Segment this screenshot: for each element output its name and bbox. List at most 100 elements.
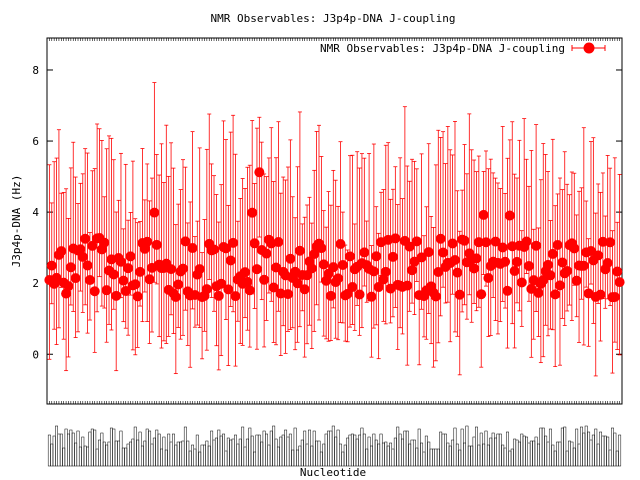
x-tick-label — [339, 443, 342, 467]
data-point — [449, 255, 460, 266]
x-tick-label — [167, 433, 171, 467]
x-tick-label — [577, 443, 581, 467]
x-tick-label — [508, 450, 512, 467]
x-tick-label — [479, 432, 483, 467]
x-tick-label — [169, 441, 173, 467]
x-tick-label — [229, 439, 233, 467]
x-tick-label — [358, 434, 362, 467]
x-tick-label — [176, 441, 180, 467]
data-point — [275, 288, 286, 299]
x-tick-label — [245, 438, 249, 467]
data-point — [476, 289, 487, 300]
x-tick-label — [88, 431, 92, 467]
data-point — [354, 289, 365, 300]
data-point — [543, 259, 554, 270]
x-tick-label — [74, 442, 78, 467]
y-tick-label: 6 — [32, 135, 39, 148]
x-axis — [49, 38, 620, 404]
data-point — [504, 210, 515, 221]
x-tick-label — [62, 447, 66, 467]
x-tick-label — [133, 426, 137, 467]
x-tick-label — [565, 450, 569, 467]
data-point — [282, 289, 293, 300]
x-tick-label — [596, 443, 600, 467]
x-tick-label — [343, 444, 347, 467]
x-tick-label — [510, 448, 514, 467]
x-tick-label — [126, 443, 130, 467]
data-point — [251, 264, 262, 275]
data-point — [416, 252, 427, 263]
x-tick-label — [64, 428, 68, 467]
legend: NMR Observables: J3p4p-DNA J-coupling — [320, 42, 606, 55]
data-point — [108, 269, 119, 280]
x-tick-label — [260, 441, 264, 467]
data-point — [533, 287, 544, 298]
legend-label: NMR Observables: J3p4p-DNA J-coupling — [320, 42, 565, 55]
data-point — [335, 239, 346, 250]
x-tick-label — [274, 438, 278, 467]
data-point — [473, 237, 484, 248]
x-tick-label — [124, 447, 128, 467]
x-tick-label — [317, 440, 321, 467]
x-tick-label — [463, 442, 466, 467]
data-point — [609, 291, 620, 302]
data-point — [478, 209, 489, 220]
data-point — [101, 285, 112, 296]
x-tick-label — [572, 447, 576, 467]
data-point — [347, 282, 358, 293]
x-tick-label — [446, 442, 450, 467]
x-tick-label — [319, 451, 323, 467]
x-tick-label — [322, 443, 326, 467]
data-point — [292, 278, 303, 289]
data-point — [299, 284, 310, 295]
data-point — [318, 259, 329, 270]
data-point — [216, 278, 227, 289]
x-tick-label — [601, 435, 605, 467]
data-point — [454, 289, 465, 300]
x-tick-label — [112, 428, 116, 467]
x-tick-label — [484, 430, 488, 467]
x-tick-label — [611, 427, 614, 467]
data-point — [585, 246, 596, 257]
x-tick-label — [222, 433, 226, 467]
data-point — [595, 289, 606, 300]
x-tick-label — [181, 440, 185, 467]
x-tick-label — [613, 432, 617, 467]
data-point — [578, 260, 589, 271]
data-point — [285, 253, 296, 264]
data-point — [547, 248, 558, 259]
data-point — [497, 242, 508, 253]
x-tick-label — [281, 434, 285, 467]
x-tick-label — [312, 430, 316, 467]
x-tick-label — [284, 429, 288, 467]
x-tick-label — [496, 433, 500, 467]
x-tick-label — [558, 441, 562, 467]
x-tick-label — [348, 434, 352, 467]
x-tick-label — [81, 436, 85, 467]
x-tick-label — [296, 449, 299, 467]
x-tick-label — [424, 435, 428, 467]
data-point — [244, 285, 255, 296]
x-tick-label — [140, 445, 144, 467]
x-tick-label — [255, 434, 259, 467]
x-tick-label — [453, 427, 457, 467]
x-tick-label — [250, 435, 254, 467]
data-point — [99, 237, 110, 248]
data-point — [523, 260, 534, 271]
data-point — [56, 246, 67, 257]
x-tick-label — [267, 444, 271, 467]
data-point — [430, 291, 441, 302]
data-point — [240, 267, 251, 278]
x-tick-label — [534, 436, 538, 467]
data-point — [550, 289, 561, 300]
x-tick-label — [205, 440, 209, 467]
data-point — [132, 291, 143, 302]
x-tick-label — [443, 433, 447, 467]
data-point — [531, 240, 542, 251]
data-point — [402, 280, 413, 291]
x-tick-label — [486, 444, 490, 467]
x-tick-label — [527, 442, 531, 467]
data-point — [180, 236, 191, 247]
data-point — [213, 290, 224, 301]
x-tick-label — [532, 440, 536, 467]
